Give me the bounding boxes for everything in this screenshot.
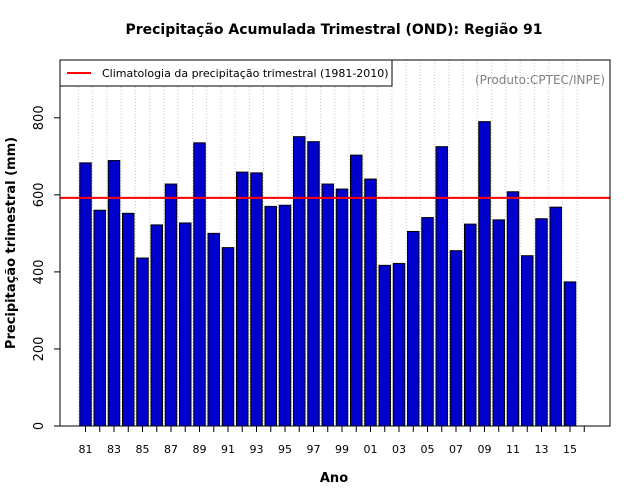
bar-08 bbox=[464, 223, 477, 427]
x-axis: 81 83 85 87 89 91 93 95 97 99 01 03 05 07 09 11 13 15 bbox=[79, 425, 585, 456]
bar-86 bbox=[150, 224, 163, 427]
bar-90 bbox=[207, 232, 220, 427]
bar-85 bbox=[136, 257, 149, 427]
bar-96 bbox=[293, 136, 306, 427]
bar-02 bbox=[378, 264, 391, 427]
bar-91 bbox=[221, 247, 235, 427]
x-tick-label: 85 bbox=[136, 443, 150, 456]
chart-title: Precipitação Acumulada Trimestral (OND):… bbox=[125, 22, 542, 38]
x-axis-label: Ano bbox=[320, 471, 348, 486]
bar-99 bbox=[335, 188, 349, 427]
bar-09 bbox=[478, 121, 491, 427]
bar-92 bbox=[236, 171, 249, 427]
x-tick-label: 07 bbox=[449, 443, 463, 456]
x-tick-label: 95 bbox=[278, 443, 292, 456]
bar-14 bbox=[549, 206, 562, 427]
bar-13 bbox=[535, 218, 548, 427]
credit-text: (Produto:CPTEC/INPE) bbox=[475, 73, 605, 87]
x-tick-label: 09 bbox=[478, 443, 492, 456]
x-tick-label: 91 bbox=[221, 443, 235, 456]
y-tick-label: 200 bbox=[32, 337, 47, 362]
y-axis: 0 200 400 600 800 bbox=[32, 105, 61, 430]
y-tick-label: 400 bbox=[32, 259, 47, 284]
y-tick-label: 600 bbox=[32, 182, 47, 207]
y-tick-label: 800 bbox=[32, 105, 47, 130]
bar-88 bbox=[179, 222, 192, 427]
x-tick-label: 93 bbox=[250, 443, 264, 456]
bar-94 bbox=[264, 205, 277, 427]
bar-98 bbox=[321, 183, 334, 427]
x-tick-label: 81 bbox=[79, 443, 93, 456]
x-tick-label: 97 bbox=[307, 443, 321, 456]
bar-82 bbox=[93, 209, 106, 427]
bar-15 bbox=[563, 281, 577, 427]
bar-95 bbox=[278, 204, 292, 427]
legend-box bbox=[59, 59, 393, 87]
x-tick-label: 11 bbox=[506, 443, 520, 456]
bars-group bbox=[79, 121, 577, 427]
legend: Climatologia da precipitação trimestral … bbox=[59, 59, 393, 87]
bar-89 bbox=[193, 142, 206, 427]
x-tick-label: 03 bbox=[392, 443, 406, 456]
bar-97 bbox=[307, 141, 320, 427]
x-tick-label: 87 bbox=[164, 443, 178, 456]
x-tick-label: 01 bbox=[364, 443, 378, 456]
bar-93 bbox=[250, 172, 263, 427]
bar-03 bbox=[392, 262, 406, 427]
bar-12 bbox=[521, 255, 534, 427]
x-tick-label: 05 bbox=[421, 443, 435, 456]
bar-83 bbox=[107, 160, 121, 427]
x-tick-label: 99 bbox=[335, 443, 349, 456]
x-tick-label: 15 bbox=[563, 443, 577, 456]
bar-11 bbox=[506, 191, 520, 427]
bar-01 bbox=[364, 178, 377, 427]
bar-05 bbox=[421, 217, 434, 427]
bar-84 bbox=[122, 212, 135, 427]
legend-label: Climatologia da precipitação trimestral … bbox=[102, 67, 389, 80]
y-axis-label: Precipitação trimestral (mm) bbox=[4, 137, 19, 349]
bar-07 bbox=[449, 250, 463, 427]
x-tick-label: 89 bbox=[193, 443, 207, 456]
bar-06 bbox=[435, 146, 448, 427]
x-tick-label: 83 bbox=[107, 443, 121, 456]
bar-81 bbox=[79, 162, 92, 427]
bar-10 bbox=[492, 219, 505, 427]
y-tick-label: 0 bbox=[32, 422, 47, 430]
bar-04 bbox=[407, 230, 420, 427]
x-tick-label: 13 bbox=[535, 443, 549, 456]
bar-87 bbox=[164, 183, 178, 427]
grid-lines bbox=[77, 60, 578, 426]
bar-00 bbox=[350, 154, 363, 427]
